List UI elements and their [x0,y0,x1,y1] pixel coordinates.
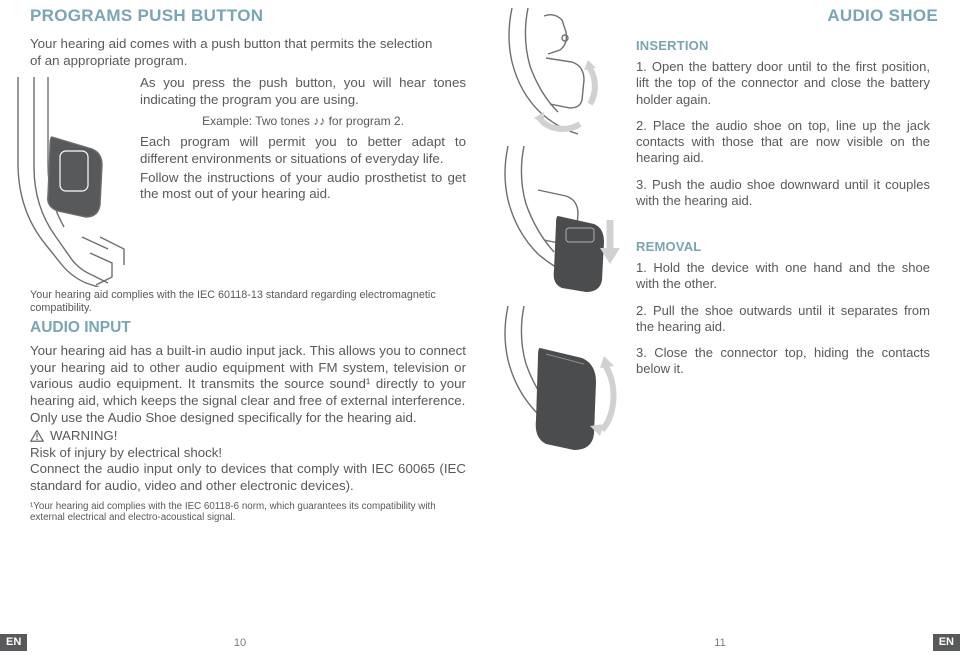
right-column-text: As you press the push button, you will h… [140,75,466,203]
para3: Follow the instructions of your audio pr… [140,170,466,203]
insertion-illus-2 [488,146,628,296]
right-text-column: AUDIO SHOE INSERTION 1. Open the battery… [628,0,930,655]
audio-input-heading: AUDIO INPUT [30,319,466,337]
page-spread: PROGRAMS PUSH BUTTON Your hearing aid co… [0,0,960,655]
illustration-row: As you press the push button, you will h… [30,75,466,287]
insertion-heading: INSERTION [636,38,930,53]
removal-step-3: 3. Close the connector top, hiding the c… [636,345,930,378]
lang-badge-right: EN [933,634,960,651]
insertion-step-3: 3. Push the audio shoe downward until it… [636,177,930,210]
footnote: ¹Your hearing aid complies with the IEC … [30,501,466,524]
illustration-column [488,0,628,655]
insertion-illus-3 [488,306,628,456]
audio-input-body2: Only use the Audio Shoe designed specifi… [30,410,466,427]
removal-step-2: 2. Pull the shoe outwards until it separ… [636,303,930,336]
audio-shoe-heading: AUDIO SHOE [636,6,938,26]
intro-text: Your hearing aid comes with a push butto… [30,36,440,69]
para1: As you press the push button, you will h… [140,75,466,108]
removal-heading: REMOVAL [636,239,930,254]
warning-row: WARNING! [30,428,466,445]
push-button-illustration [12,77,130,287]
warning-risk: Risk of injury by electrical shock! [30,445,466,462]
insertion-step-2: 2. Place the audio shoe on top, line up … [636,118,930,167]
para2: Each program will permit you to better a… [140,134,466,167]
warning-label: WARNING! [50,428,117,445]
warning-triangle-icon [30,430,44,442]
warning-connect: Connect the audio input only to devices … [30,461,466,494]
right-page: AUDIO SHOE INSERTION 1. Open the battery… [480,0,960,655]
page-number-right: 11 [714,637,725,649]
lang-badge-left: EN [0,634,27,651]
removal-step-1: 1. Hold the device with one hand and the… [636,260,930,293]
programs-heading: PROGRAMS PUSH BUTTON [30,6,466,26]
audio-input-body: Your hearing aid has a built-in audio in… [30,343,466,409]
insertion-step-1: 1. Open the battery door until to the fi… [636,59,930,108]
insertion-illus-1 [488,8,628,136]
compliance-text: Your hearing aid complies with the IEC 6… [30,289,466,315]
example-line: Example: Two tones ♪♪ for program 2. [140,114,466,128]
left-page: PROGRAMS PUSH BUTTON Your hearing aid co… [0,0,480,655]
page-number-left: 10 [234,637,246,649]
